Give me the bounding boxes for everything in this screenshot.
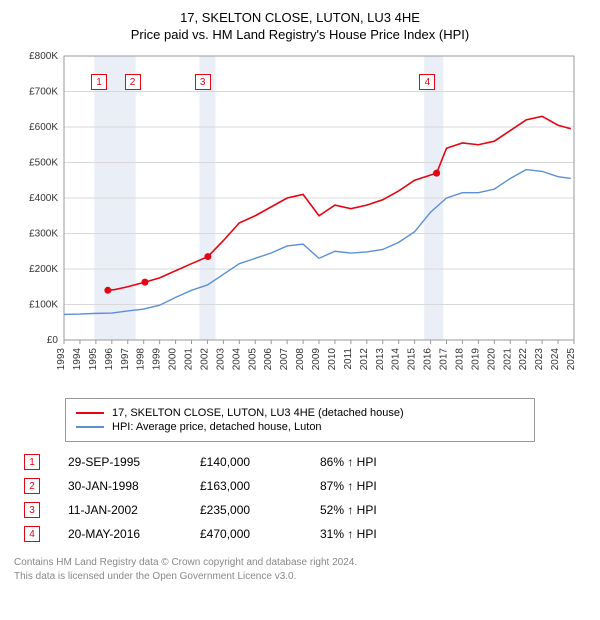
svg-text:2008: 2008 bbox=[295, 348, 306, 371]
transaction-date: 29-SEP-1995 bbox=[40, 455, 200, 469]
svg-text:£600K: £600K bbox=[29, 122, 58, 133]
transaction-date: 30-JAN-1998 bbox=[40, 479, 200, 493]
transaction-row: 129-SEP-1995£140,00086% ↑ HPI bbox=[14, 450, 586, 474]
svg-text:1997: 1997 bbox=[120, 348, 131, 371]
svg-text:2006: 2006 bbox=[263, 348, 274, 371]
svg-text:2007: 2007 bbox=[279, 348, 290, 371]
svg-text:2013: 2013 bbox=[375, 348, 386, 371]
svg-text:2021: 2021 bbox=[502, 348, 513, 371]
legend-label: 17, SKELTON CLOSE, LUTON, LU3 4HE (detac… bbox=[112, 407, 404, 419]
transaction-row: 230-JAN-1998£163,00087% ↑ HPI bbox=[14, 474, 586, 498]
svg-text:1994: 1994 bbox=[72, 348, 83, 371]
svg-text:1993: 1993 bbox=[56, 348, 67, 371]
svg-text:2022: 2022 bbox=[518, 348, 529, 371]
chart-title-line2: Price paid vs. HM Land Registry's House … bbox=[14, 27, 586, 42]
footer-line1: Contains HM Land Registry data © Crown c… bbox=[14, 556, 586, 570]
chart-title-line1: 17, SKELTON CLOSE, LUTON, LU3 4HE bbox=[14, 10, 586, 25]
svg-text:2011: 2011 bbox=[343, 348, 354, 370]
svg-text:2020: 2020 bbox=[486, 348, 497, 371]
svg-text:2023: 2023 bbox=[534, 348, 545, 371]
transaction-price: £163,000 bbox=[200, 479, 320, 493]
transaction-date: 20-MAY-2016 bbox=[40, 527, 200, 541]
transaction-delta: 52% ↑ HPI bbox=[320, 503, 440, 517]
svg-text:2003: 2003 bbox=[215, 348, 226, 371]
transaction-marker: 1 bbox=[24, 454, 40, 470]
line-chart: £0 £100K £200K £300K £400K £500K £600K £700K £80… bbox=[14, 50, 586, 390]
svg-text:1996: 1996 bbox=[104, 348, 115, 371]
legend-label: HPI: Average price, detached house, Luto… bbox=[112, 421, 322, 433]
svg-text:£400K: £400K bbox=[29, 193, 58, 204]
chart-callout-marker: 4 bbox=[419, 74, 435, 90]
svg-text:2016: 2016 bbox=[423, 348, 434, 371]
svg-text:1995: 1995 bbox=[88, 348, 99, 371]
chart-callout-marker: 3 bbox=[195, 74, 211, 90]
transaction-delta: 86% ↑ HPI bbox=[320, 455, 440, 469]
svg-text:£200K: £200K bbox=[29, 264, 58, 275]
svg-text:£800K: £800K bbox=[29, 51, 58, 62]
svg-text:2025: 2025 bbox=[566, 348, 577, 371]
transaction-marker: 4 bbox=[24, 526, 40, 542]
transaction-price: £470,000 bbox=[200, 527, 320, 541]
svg-text:2001: 2001 bbox=[184, 348, 195, 371]
footer-attribution: Contains HM Land Registry data © Crown c… bbox=[14, 556, 586, 584]
svg-text:2010: 2010 bbox=[327, 348, 338, 371]
transaction-marker: 3 bbox=[24, 502, 40, 518]
chart-callout-marker: 2 bbox=[125, 74, 141, 90]
svg-text:2017: 2017 bbox=[439, 348, 450, 371]
chart-callout-marker: 1 bbox=[91, 74, 107, 90]
svg-text:2019: 2019 bbox=[470, 348, 481, 371]
transaction-row: 311-JAN-2002£235,00052% ↑ HPI bbox=[14, 498, 586, 522]
transaction-delta: 31% ↑ HPI bbox=[320, 527, 440, 541]
transaction-delta: 87% ↑ HPI bbox=[320, 479, 440, 493]
legend-item-hpi: HPI: Average price, detached house, Luto… bbox=[76, 421, 524, 433]
svg-text:2024: 2024 bbox=[550, 348, 561, 371]
svg-text:1998: 1998 bbox=[136, 348, 147, 371]
transaction-price: £235,000 bbox=[200, 503, 320, 517]
transactions-table: 129-SEP-1995£140,00086% ↑ HPI230-JAN-199… bbox=[14, 450, 586, 546]
svg-text:£0: £0 bbox=[47, 335, 59, 346]
svg-text:£300K: £300K bbox=[29, 229, 58, 240]
svg-text:2005: 2005 bbox=[247, 348, 258, 371]
svg-text:2004: 2004 bbox=[231, 348, 242, 371]
svg-text:2014: 2014 bbox=[391, 348, 402, 371]
transaction-marker: 2 bbox=[24, 478, 40, 494]
footer-line2: This data is licensed under the Open Gov… bbox=[14, 570, 586, 584]
svg-text:2009: 2009 bbox=[311, 348, 322, 371]
transaction-row: 420-MAY-2016£470,00031% ↑ HPI bbox=[14, 522, 586, 546]
transaction-price: £140,000 bbox=[200, 455, 320, 469]
svg-text:£100K: £100K bbox=[29, 300, 58, 311]
svg-text:2000: 2000 bbox=[168, 348, 179, 371]
svg-text:2002: 2002 bbox=[199, 348, 210, 371]
svg-text:£700K: £700K bbox=[29, 87, 58, 98]
legend-swatch bbox=[76, 412, 104, 414]
svg-text:2012: 2012 bbox=[359, 348, 370, 371]
svg-text:1999: 1999 bbox=[152, 348, 163, 371]
legend-item-price: 17, SKELTON CLOSE, LUTON, LU3 4HE (detac… bbox=[76, 407, 524, 419]
svg-text:£500K: £500K bbox=[29, 158, 58, 169]
svg-text:2015: 2015 bbox=[407, 348, 418, 371]
transaction-date: 11-JAN-2002 bbox=[40, 503, 200, 517]
legend: 17, SKELTON CLOSE, LUTON, LU3 4HE (detac… bbox=[65, 398, 535, 442]
legend-swatch bbox=[76, 426, 104, 428]
svg-text:2018: 2018 bbox=[454, 348, 465, 371]
